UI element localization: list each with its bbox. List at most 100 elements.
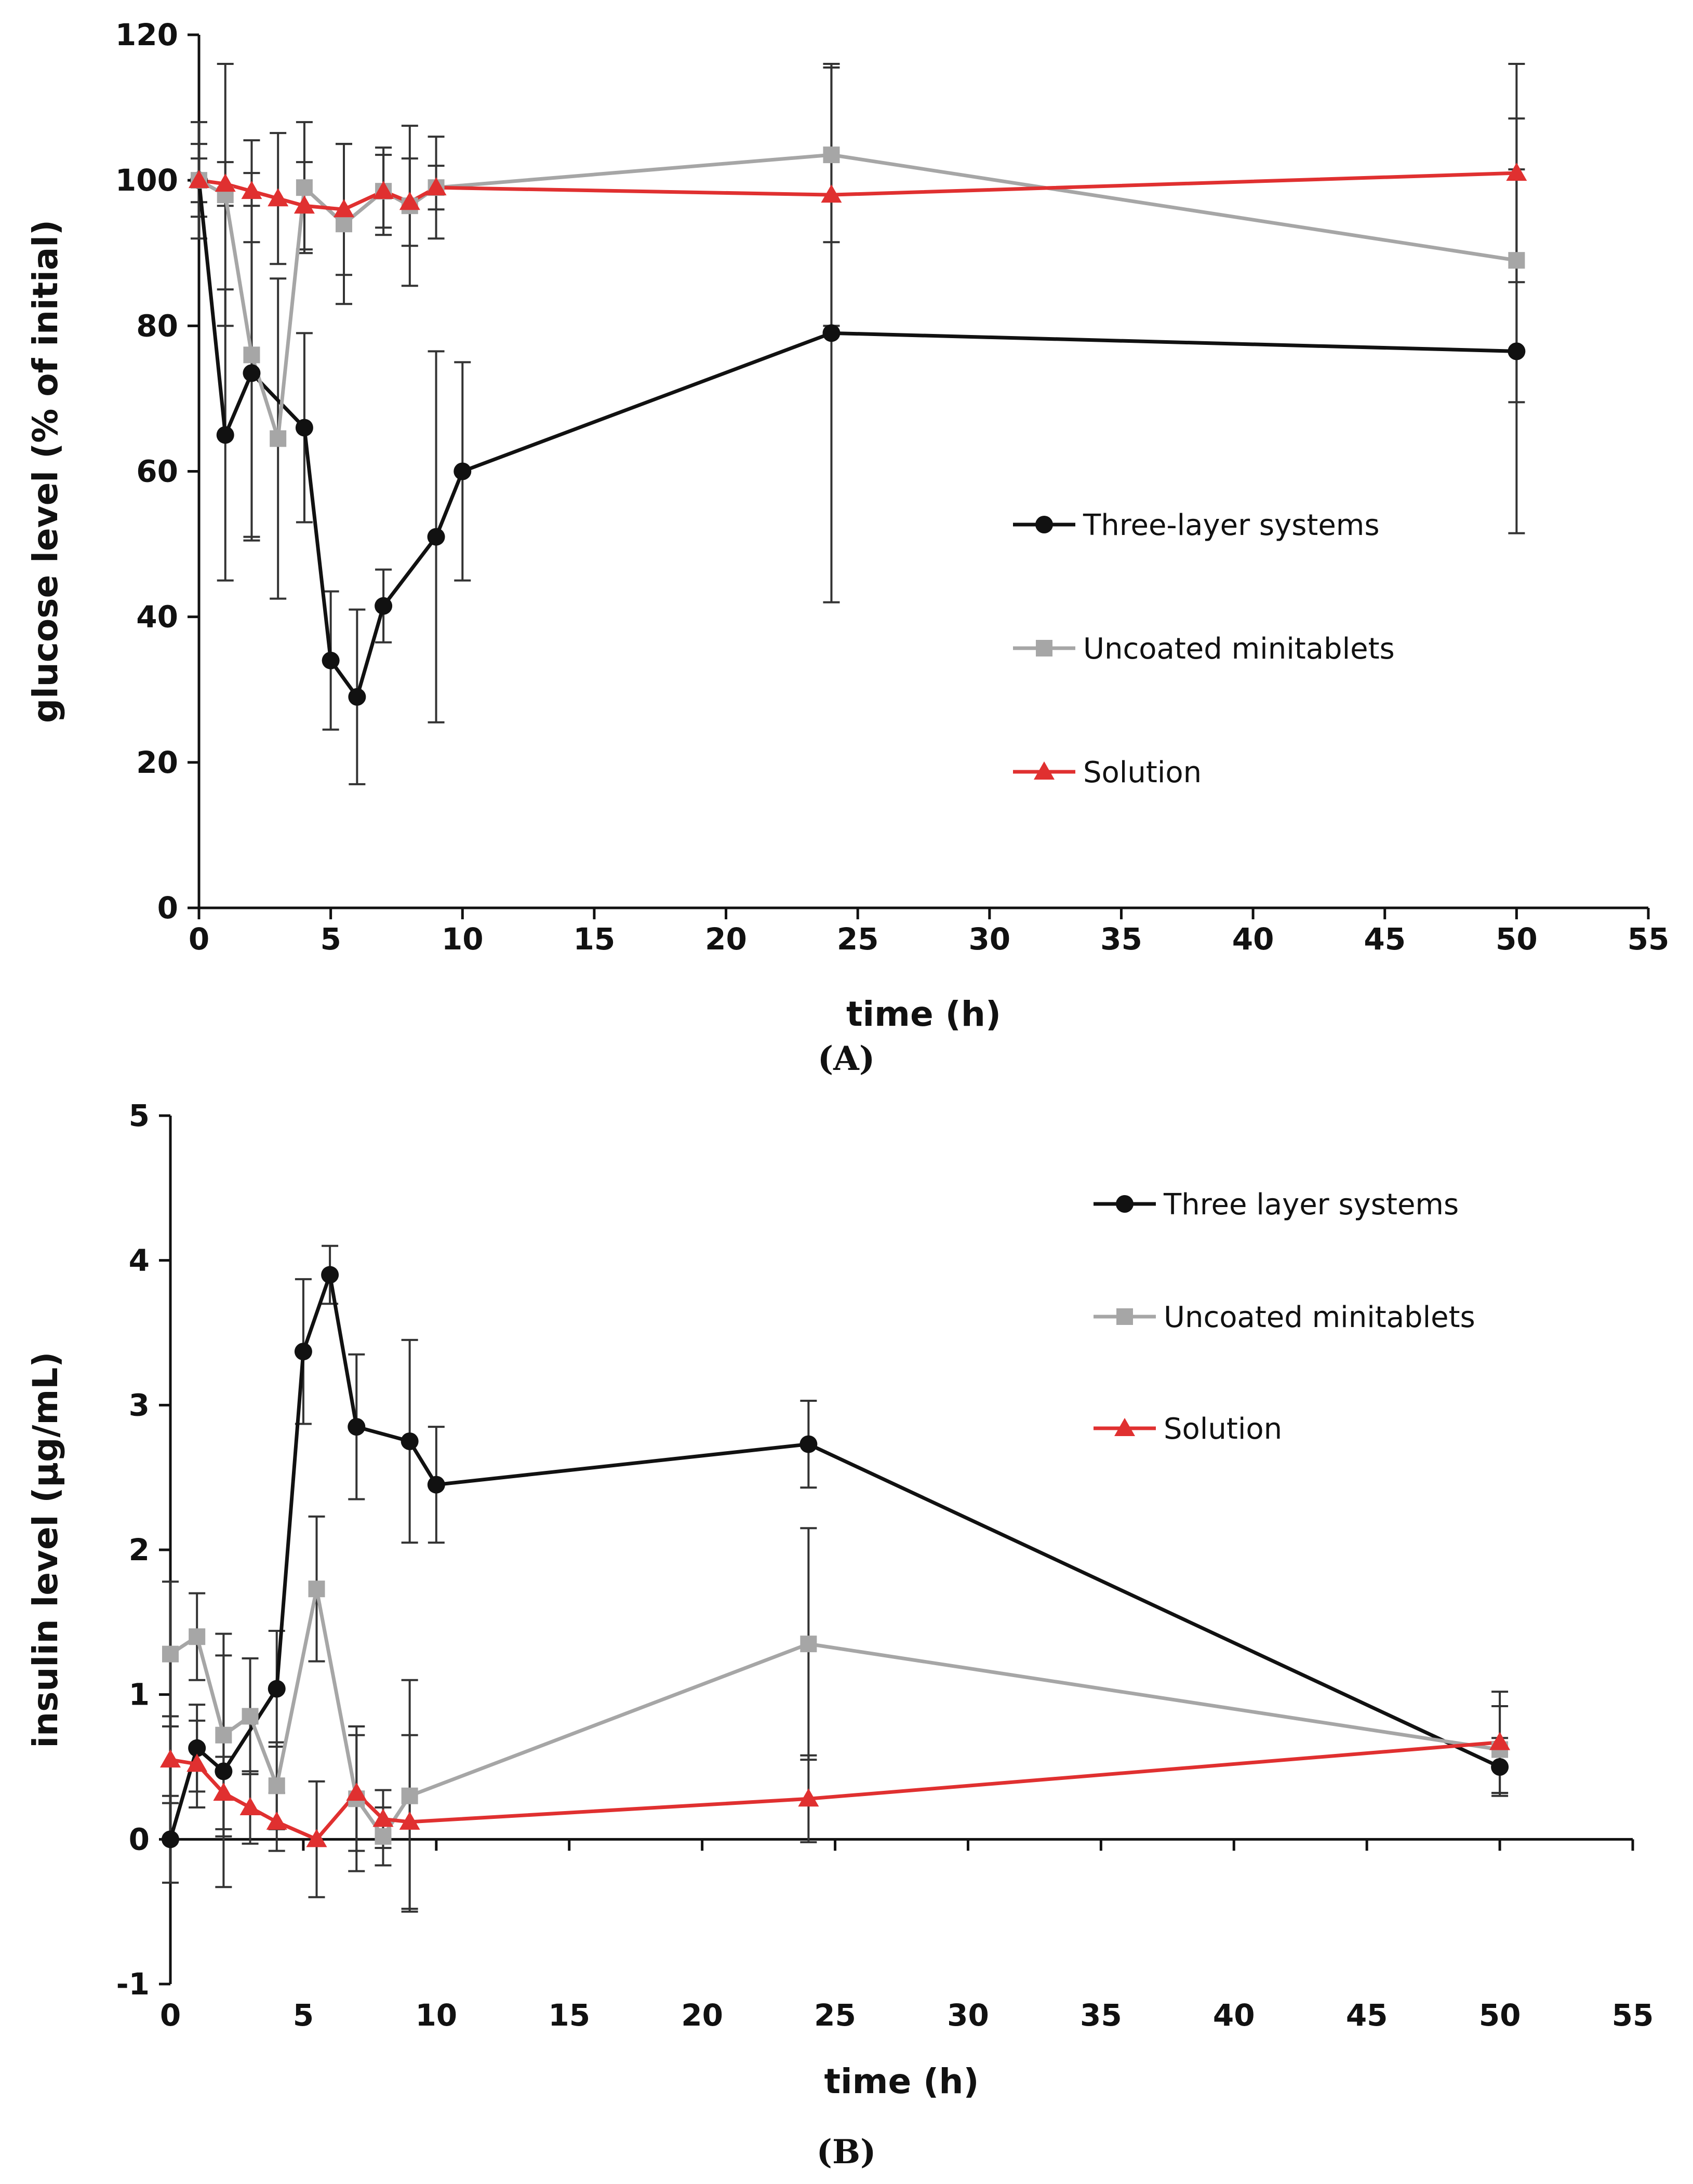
- data-point: [334, 199, 354, 218]
- data-point: [1034, 761, 1055, 780]
- data-point: [268, 188, 289, 207]
- x-tick-label: 40: [1213, 1998, 1255, 2033]
- data-point: [215, 1762, 233, 1780]
- data-point: [425, 177, 447, 196]
- legend-label: Solution: [1164, 1412, 1282, 1446]
- data-point: [321, 1266, 339, 1284]
- y-tick-label: 1: [129, 1677, 150, 1712]
- data-point: [1489, 1732, 1511, 1750]
- data-point: [822, 324, 841, 342]
- data-point: [215, 1726, 232, 1744]
- x-tick-label: 15: [548, 1998, 590, 2033]
- x-tick-label: 35: [1100, 921, 1142, 957]
- y-tick-label: 3: [129, 1387, 150, 1423]
- x-tick-label: 40: [1232, 921, 1274, 957]
- data-point: [373, 181, 394, 199]
- data-point: [243, 346, 260, 364]
- y-tick-label: 2: [129, 1532, 150, 1567]
- data-point: [1035, 516, 1053, 533]
- data-point: [1116, 1308, 1133, 1325]
- x-tick-label: 20: [705, 921, 747, 957]
- data-point: [1491, 1758, 1509, 1776]
- data-point: [1114, 1418, 1135, 1436]
- x-tick-label: 50: [1496, 921, 1538, 957]
- x-axis-title: time (h): [846, 994, 1001, 1034]
- series-line: [169, 1587, 1500, 1839]
- x-tick-label: 45: [1346, 1998, 1388, 2033]
- x-tick-label: 55: [1628, 921, 1670, 957]
- x-axis-title: time (h): [824, 2061, 979, 2101]
- data-point: [1036, 640, 1052, 656]
- panel-a-label: (A): [818, 1039, 875, 1078]
- data-point: [189, 170, 209, 189]
- data-point: [243, 364, 261, 382]
- data-point: [348, 688, 366, 706]
- data-point: [799, 1435, 818, 1453]
- x-tick-label: 30: [968, 921, 1010, 957]
- legend-label: Three layer systems: [1163, 1188, 1459, 1222]
- x-tick-label: 45: [1364, 921, 1406, 957]
- data-point: [800, 1636, 817, 1653]
- data-point: [336, 216, 352, 233]
- y-tick-label: 100: [115, 163, 178, 198]
- data-point: [294, 195, 315, 214]
- data-point: [294, 1343, 312, 1361]
- data-point: [375, 597, 393, 615]
- series-line: [170, 1740, 1500, 1841]
- data-point: [306, 1829, 327, 1847]
- data-point: [322, 651, 340, 669]
- series-line: [198, 171, 1517, 211]
- y-tick-label: 120: [115, 17, 178, 52]
- x-tick-label: 30: [947, 1998, 989, 2033]
- data-point: [427, 1476, 445, 1494]
- y-tick-label: 5: [129, 1098, 150, 1133]
- data-point: [399, 1811, 420, 1830]
- data-point: [1508, 342, 1526, 360]
- panel-a-glucose-chart: 0 5 10 15 20 25 30 35 40 45 50 55 0 20 40 60 80 100 120 tim…: [25, 17, 1669, 1034]
- data-point: [427, 528, 445, 546]
- data-point: [454, 462, 472, 480]
- data-point: [399, 192, 420, 210]
- data-point: [295, 419, 313, 437]
- data-point: [160, 1749, 181, 1768]
- legend-label: Uncoated minitablets: [1164, 1301, 1475, 1334]
- x-tick-label: 0: [160, 1998, 181, 2033]
- y-tick-label: 40: [136, 599, 178, 635]
- legend-label: Solution: [1083, 756, 1202, 789]
- x-tick-label: 55: [1612, 1998, 1654, 2033]
- data-point: [375, 1828, 392, 1845]
- data-point: [242, 1708, 259, 1725]
- legend-label: Three-layer systems: [1083, 508, 1380, 542]
- x-tick-label: 10: [415, 1998, 457, 2033]
- data-point: [823, 146, 840, 164]
- data-point: [239, 1797, 261, 1816]
- legend: Three-layer systems Uncoated minitablets S…: [1013, 508, 1395, 789]
- y-tick-label: 20: [136, 745, 178, 780]
- y-tick-label: -1: [116, 1966, 150, 2002]
- series-uncoated-minitablets: [162, 1515, 1509, 1913]
- data-point: [186, 1753, 208, 1772]
- x-tick-label: 5: [320, 921, 341, 957]
- data-point: [308, 1580, 325, 1598]
- legend: Three layer systems Uncoated minitablets S…: [1094, 1188, 1475, 1446]
- data-point: [1506, 163, 1527, 181]
- data-point: [215, 173, 236, 192]
- x-tick-label: 35: [1080, 1998, 1122, 2033]
- data-point: [189, 1628, 206, 1645]
- data-point: [821, 184, 842, 203]
- series-line: [197, 180, 1517, 699]
- data-point: [216, 426, 234, 444]
- data-point: [270, 430, 287, 447]
- data-point: [1116, 1195, 1134, 1213]
- x-tick-label: 5: [293, 1998, 314, 2033]
- x-tick-label: 0: [189, 921, 209, 957]
- x-tick-label: 25: [814, 1998, 856, 2033]
- series-three-layer-systems: [191, 63, 1525, 785]
- data-point: [213, 1783, 234, 1801]
- data-point: [268, 1680, 286, 1698]
- y-axis-title: glucose level (% of initial): [25, 220, 65, 723]
- x-tick-label: 50: [1479, 1998, 1521, 2033]
- data-point: [798, 1788, 819, 1807]
